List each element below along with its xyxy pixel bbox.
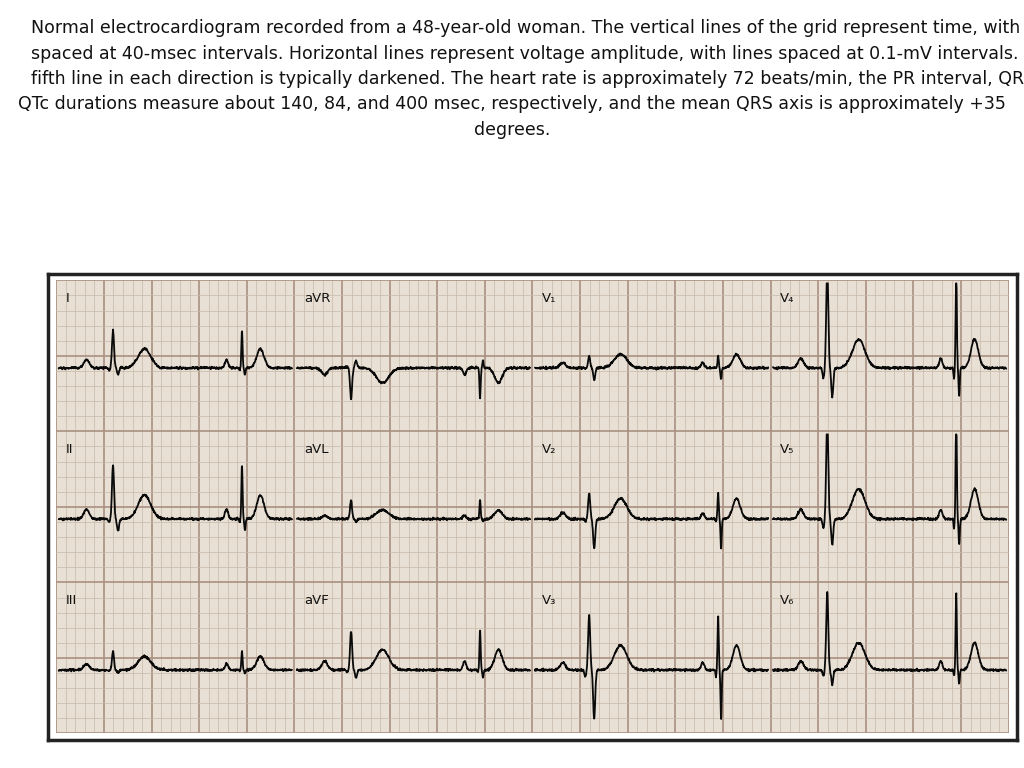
- Text: I: I: [66, 293, 70, 306]
- Text: V₆: V₆: [780, 594, 795, 607]
- Text: V₁: V₁: [542, 293, 556, 306]
- Text: fifth line in each direction is typically darkened. The heart rate is approximat: fifth line in each direction is typicall…: [31, 70, 1024, 88]
- Text: III: III: [66, 594, 77, 607]
- Text: V₂: V₂: [542, 443, 556, 456]
- Text: V₄: V₄: [780, 293, 795, 306]
- Text: II: II: [66, 443, 74, 456]
- Text: spaced at 40-msec intervals. Horizontal lines represent voltage amplitude, with : spaced at 40-msec intervals. Horizontal …: [31, 45, 1024, 62]
- Text: QTc durations measure about 140, 84, and 400 msec, respectively, and the mean QR: QTc durations measure about 140, 84, and…: [18, 95, 1006, 113]
- Text: V₅: V₅: [780, 443, 795, 456]
- Text: aVF: aVF: [304, 594, 329, 607]
- Text: V₃: V₃: [542, 594, 556, 607]
- Text: aVL: aVL: [304, 443, 329, 456]
- Text: Normal electrocardiogram recorded from a 48-year-old woman. The vertical lines o: Normal electrocardiogram recorded from a…: [31, 19, 1024, 37]
- Text: aVR: aVR: [304, 293, 331, 306]
- Text: degrees.: degrees.: [474, 121, 550, 138]
